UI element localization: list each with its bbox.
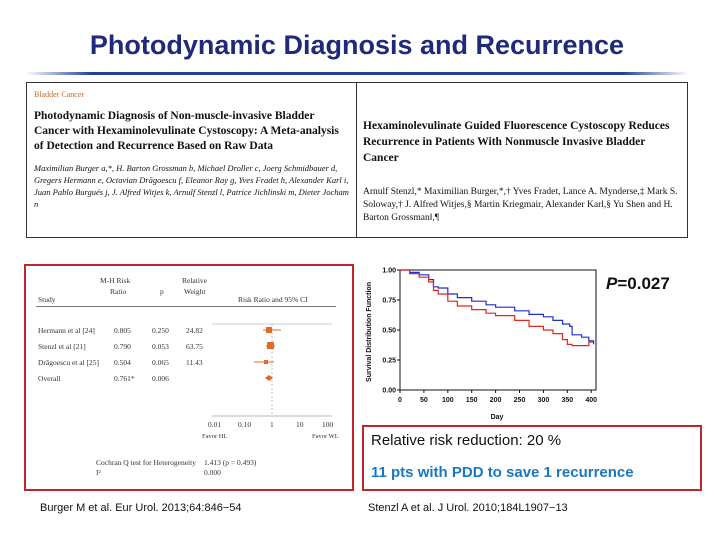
axis-tick-label: 1 — [270, 420, 274, 429]
row-p: 0.065 — [152, 358, 169, 367]
title-underline — [26, 72, 688, 75]
plot-area: 0.00 0.25 0.50 0.75 1.00 0 50 100 150 200 250 300 35… — [382, 268, 597, 405]
i-squared-label: I² — [96, 468, 101, 477]
row-ratio: 0.790 — [114, 342, 131, 351]
point-estimate-stenzl — [267, 342, 274, 349]
x-axis-label: Day — [491, 414, 504, 421]
journal-section-label: Bladder Cancer — [34, 90, 84, 99]
row-weight: 11.43 — [186, 358, 203, 367]
x-tick-label: 100 — [442, 397, 454, 404]
plot-frame — [399, 269, 597, 391]
y-axis-label: Survival Distribution Function — [366, 282, 373, 382]
y-tick-label: 0.00 — [382, 388, 396, 395]
row-weight: 63.75 — [186, 342, 203, 351]
paper-right: Hexaminolevulinate Guided Fluorescence C… — [356, 82, 688, 238]
paper-left-title: Photodynamic Diagnosis of Non-muscle-inv… — [34, 110, 339, 152]
axis-tick-label: 0.10 — [238, 420, 252, 429]
row-study: Hermann et al [24] — [38, 326, 95, 335]
axis-tick-label: 0.01 — [208, 420, 222, 429]
heterogeneity-value: 1.413 (p = 0.493) — [204, 458, 257, 467]
overall-diamond — [265, 375, 273, 381]
x-tick-label: 300 — [538, 397, 550, 404]
header-ci: Risk Ratio and 95% CI — [238, 295, 308, 304]
papers-frame — [26, 82, 688, 238]
p-value-symbol: P — [606, 274, 618, 293]
paper-left-authors: Maximilian Burger a,*, H. Barton Grossma… — [34, 163, 349, 209]
summary-box — [362, 425, 702, 491]
forest-plot-graphic — [212, 323, 332, 417]
row-ratio: 0.504 — [114, 358, 131, 367]
p-value: P=0.027 — [606, 274, 670, 294]
row-p: 0.006 — [152, 374, 169, 383]
point-estimate-hermann — [266, 327, 272, 333]
row-study: Drăgoescu et al [25] — [38, 358, 100, 367]
header-mh-line2: Ratio — [110, 287, 127, 296]
x-tick-label: 350 — [561, 397, 573, 404]
row-ratio: 0.761* — [114, 374, 135, 383]
favor-left-label: Favor HL — [202, 433, 228, 440]
x-tick-label: 0 — [398, 397, 402, 404]
point-estimate-dragoescu — [264, 360, 268, 364]
row-weight: 24.82 — [186, 326, 203, 335]
heterogeneity-label: Cochran Q test for Heterogeneity — [96, 458, 196, 467]
row-ratio: 0.805 — [114, 326, 131, 335]
axis-tick-label: 100 — [322, 420, 334, 429]
citation-stenzl: Stenzl A et al. J Urol. 2010;184L1907−13 — [368, 502, 568, 514]
paper-right-title: Hexaminolevulinate Guided Fluorescence C… — [363, 120, 670, 164]
x-tick-label: 400 — [585, 397, 597, 404]
row-p: 0.250 — [152, 326, 169, 335]
paper-right-authors: Arnulf Stenzl,* Maximilian Burger,*,† Yv… — [363, 187, 678, 223]
x-tick-label: 250 — [514, 397, 526, 404]
header-divider — [36, 306, 336, 307]
i-squared-value: 0.000 — [204, 468, 221, 477]
favor-right-label: Favor WL — [312, 433, 339, 440]
row-study: Stenzl et al [21] — [38, 342, 86, 351]
y-tick-label: 0.75 — [382, 298, 396, 305]
survival-chart: 0.00 0.25 0.50 0.75 1.00 0 50 100 150 200 250 300 35… — [366, 268, 597, 422]
y-tick-label: 0.25 — [382, 358, 396, 365]
x-tick-label: 200 — [490, 397, 502, 404]
slide-title: Photodynamic Diagnosis and Recurrence — [89, 30, 625, 60]
paper-left: Bladder Cancer Photodynamic Diagnosis of… — [26, 82, 356, 238]
x-tick-label: 50 — [420, 397, 428, 404]
citation-burger: Burger M et al. Eur Urol. 2013;64:846−54 — [40, 502, 242, 514]
header-p: p — [160, 287, 164, 296]
row-study: Overall — [38, 374, 61, 383]
x-tick-label: 150 — [466, 397, 478, 404]
row-p: 0.053 — [152, 342, 169, 351]
forest-plot-panel: M-H Risk Relative Study Ratio p Weight R… — [24, 264, 354, 491]
relative-risk-reduction: Relative risk reduction: 20 % — [371, 432, 562, 449]
y-tick-label: 1.00 — [382, 268, 396, 275]
p-value-number: =0.027 — [617, 274, 670, 293]
header-mh-line1: M-H Risk — [100, 276, 131, 285]
number-needed-to-treat: 11 pts with PDD to save 1 recurrence — [371, 464, 634, 481]
axis-tick-label: 10 — [296, 420, 304, 429]
y-tick-label: 0.50 — [382, 328, 396, 335]
header-weight-line2: Weight — [184, 287, 206, 296]
series-line-red — [400, 269, 594, 347]
header-weight-line1: Relative — [182, 276, 207, 285]
header-study: Study — [38, 295, 56, 304]
series-line-blue — [400, 269, 595, 345]
